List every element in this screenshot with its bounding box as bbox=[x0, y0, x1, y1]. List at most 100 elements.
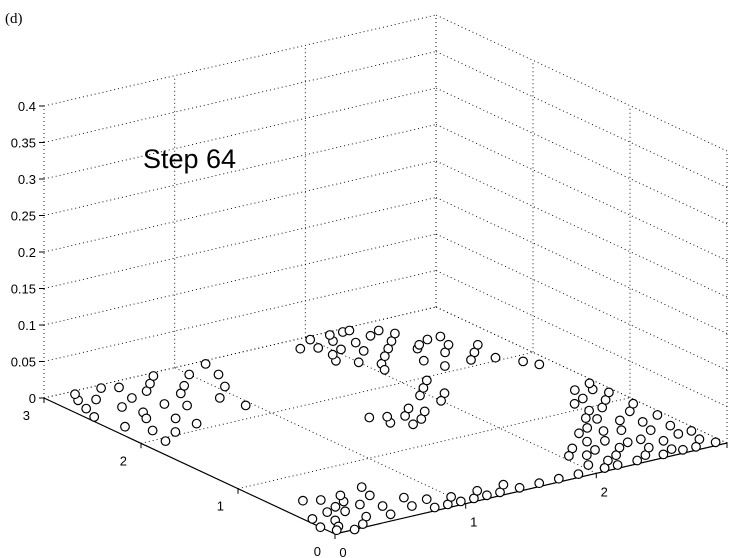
data-point bbox=[435, 331, 446, 342]
chart-ticks: 0123012300.050.10.150.20.250.30.350.4 bbox=[11, 99, 728, 558]
data-point bbox=[599, 463, 610, 473]
back-wall-grid-line bbox=[43, 51, 437, 143]
data-point bbox=[658, 449, 669, 460]
data-point bbox=[336, 344, 346, 355]
x-tick-label: 2 bbox=[601, 484, 608, 499]
data-point bbox=[213, 369, 224, 380]
data-point bbox=[686, 426, 697, 436]
z-tick-label: 0.25 bbox=[11, 209, 36, 224]
data-point bbox=[179, 380, 190, 391]
data-point bbox=[569, 398, 580, 409]
data-point bbox=[390, 328, 400, 339]
data-point bbox=[573, 469, 584, 480]
data-point bbox=[472, 339, 483, 350]
data-point bbox=[482, 490, 492, 501]
z-tick-label: 0 bbox=[29, 391, 36, 406]
data-point bbox=[364, 412, 375, 423]
data-point bbox=[365, 330, 376, 341]
data-point bbox=[590, 445, 600, 455]
chart-points bbox=[70, 325, 721, 536]
data-point bbox=[553, 473, 564, 484]
data-point bbox=[214, 393, 225, 403]
data-point bbox=[322, 507, 333, 517]
data-point bbox=[534, 359, 545, 370]
back-wall-grid-line bbox=[43, 233, 437, 326]
data-point bbox=[592, 414, 602, 424]
data-point bbox=[298, 495, 308, 506]
side-wall-grid-line bbox=[435, 270, 728, 407]
back-wall-grid-line bbox=[43, 14, 437, 107]
data-point bbox=[584, 378, 595, 389]
data-point bbox=[598, 426, 609, 436]
data-point bbox=[490, 352, 501, 363]
data-point bbox=[96, 383, 106, 394]
floor-grid-line bbox=[305, 336, 597, 474]
data-point bbox=[148, 371, 159, 381]
z-tick-label: 0.15 bbox=[11, 282, 36, 297]
data-point bbox=[652, 410, 663, 420]
data-point bbox=[382, 411, 393, 422]
side-wall-grid-line bbox=[435, 197, 728, 334]
data-point bbox=[673, 429, 684, 439]
side-wall-grid-line bbox=[435, 306, 728, 444]
data-point bbox=[403, 403, 414, 414]
data-point bbox=[324, 330, 335, 340]
data-point bbox=[414, 339, 425, 350]
back-wall-grid-line bbox=[43, 270, 437, 362]
data-point bbox=[126, 393, 137, 403]
y-tick-label: 3 bbox=[23, 408, 30, 423]
data-point bbox=[331, 525, 342, 536]
data-point bbox=[335, 490, 346, 501]
data-point bbox=[358, 346, 369, 356]
data-point bbox=[436, 395, 447, 406]
data-point bbox=[421, 494, 432, 505]
data-point bbox=[170, 413, 181, 424]
data-point bbox=[418, 355, 429, 366]
floor-grid-line bbox=[174, 367, 466, 505]
data-point bbox=[422, 334, 433, 345]
data-point bbox=[407, 501, 417, 511]
data-point bbox=[582, 423, 593, 433]
data-point bbox=[159, 399, 170, 409]
data-point bbox=[628, 398, 639, 409]
chart-grid bbox=[43, 14, 728, 535]
x-tick-label: 1 bbox=[470, 515, 477, 530]
z-tick-label: 0.4 bbox=[18, 99, 36, 114]
data-point bbox=[219, 381, 230, 392]
data-point bbox=[350, 337, 361, 348]
data-point bbox=[498, 479, 509, 490]
data-point bbox=[622, 437, 633, 448]
data-point bbox=[399, 492, 409, 503]
data-point bbox=[373, 325, 384, 336]
data-point bbox=[305, 334, 316, 345]
data-point bbox=[364, 490, 375, 501]
data-point bbox=[160, 436, 171, 447]
data-point bbox=[455, 496, 466, 507]
data-point bbox=[604, 387, 614, 398]
data-point bbox=[564, 451, 574, 461]
data-point bbox=[141, 413, 152, 424]
side-wall-grid-line bbox=[435, 160, 728, 298]
data-point bbox=[616, 425, 627, 436]
data-point bbox=[421, 375, 432, 386]
data-point bbox=[327, 349, 338, 360]
data-point bbox=[446, 492, 457, 502]
floor-grid-line bbox=[140, 351, 534, 444]
z-tick-label: 0.2 bbox=[18, 245, 36, 260]
data-point bbox=[574, 428, 584, 439]
data-point bbox=[70, 389, 80, 400]
back-wall-grid-line bbox=[43, 197, 437, 289]
y-tick-label: 2 bbox=[120, 453, 127, 468]
data-point bbox=[600, 435, 610, 446]
data-point bbox=[440, 361, 450, 371]
data-point bbox=[182, 400, 193, 411]
data-point bbox=[355, 499, 365, 510]
side-wall-grid-line bbox=[435, 233, 728, 371]
data-point bbox=[349, 524, 360, 535]
data-point bbox=[581, 450, 592, 461]
data-point bbox=[170, 427, 181, 437]
side-wall-grid-line bbox=[435, 51, 728, 188]
data-point bbox=[419, 406, 430, 417]
data-point bbox=[614, 442, 625, 453]
